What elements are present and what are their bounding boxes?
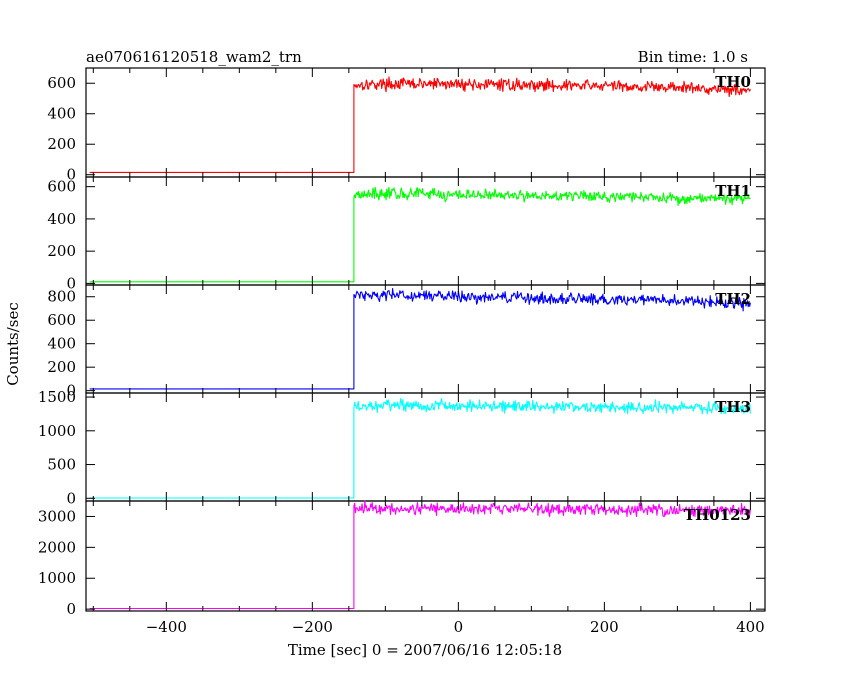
y-tick-label-th1: 400 <box>47 210 76 228</box>
series-line-th1 <box>89 186 751 283</box>
series-line-th0 <box>89 76 751 173</box>
y-tick-label-th0123: 2000 <box>38 538 76 556</box>
series-label-th2: TH2 <box>715 290 751 308</box>
y-tick-label-th0: 400 <box>47 105 76 123</box>
x-axis-label: Time [sec] 0 = 2007/06/16 12:05:18 <box>288 641 562 659</box>
series-label-th3: TH3 <box>715 398 751 416</box>
y-tick-label-th0: 600 <box>47 74 76 92</box>
y-tick-label-th3: 1500 <box>38 388 76 406</box>
series-label-th0123: TH0123 <box>684 506 751 524</box>
y-tick-label-th0123: 1000 <box>38 569 76 587</box>
panel-frame-th0123 <box>85 500 766 612</box>
y-tick-label-th1: 600 <box>47 178 76 196</box>
panels-group: 0 200 400 600 TH0 0 200 400 600 TH1 0 200 400 600 800 T… <box>38 67 766 636</box>
series-line-th3 <box>89 397 751 499</box>
y-tick-label-th3: 1000 <box>38 422 76 440</box>
y-tick-label-th0123: 0 <box>66 600 76 618</box>
y-tick-label-th0123: 3000 <box>38 507 76 525</box>
x-tick-label: −400 <box>146 618 187 636</box>
y-tick-label-th2: 600 <box>47 311 76 329</box>
y-tick-label-th3: 0 <box>66 489 76 507</box>
y-tick-label-th2: 200 <box>47 358 76 376</box>
y-tick-label-th2: 400 <box>47 335 76 353</box>
chart-title: ae070616120518_wam2_trn <box>86 48 302 66</box>
y-axis-label: Counts/sec <box>4 302 22 386</box>
y-tick-label-th2: 0 <box>66 382 76 400</box>
series-label-th0: TH0 <box>715 73 751 91</box>
series-line-th2 <box>89 288 751 390</box>
x-tick-label: 400 <box>736 618 765 636</box>
y-tick-label-th0: 0 <box>66 166 76 184</box>
series-line-th0123 <box>89 500 751 610</box>
series-label-th1: TH1 <box>715 182 751 200</box>
y-tick-label-th0: 200 <box>47 135 76 153</box>
x-tick-label: 200 <box>590 618 619 636</box>
x-tick-label: 0 <box>454 618 464 636</box>
y-tick-label-th2: 800 <box>47 288 76 306</box>
y-tick-label-th3: 500 <box>47 456 76 474</box>
y-tick-label-th1: 0 <box>66 274 76 292</box>
bin-time-label: Bin time: 1.0 s <box>638 48 748 66</box>
y-tick-label-th1: 200 <box>47 242 76 260</box>
x-tick-label: −200 <box>292 618 333 636</box>
